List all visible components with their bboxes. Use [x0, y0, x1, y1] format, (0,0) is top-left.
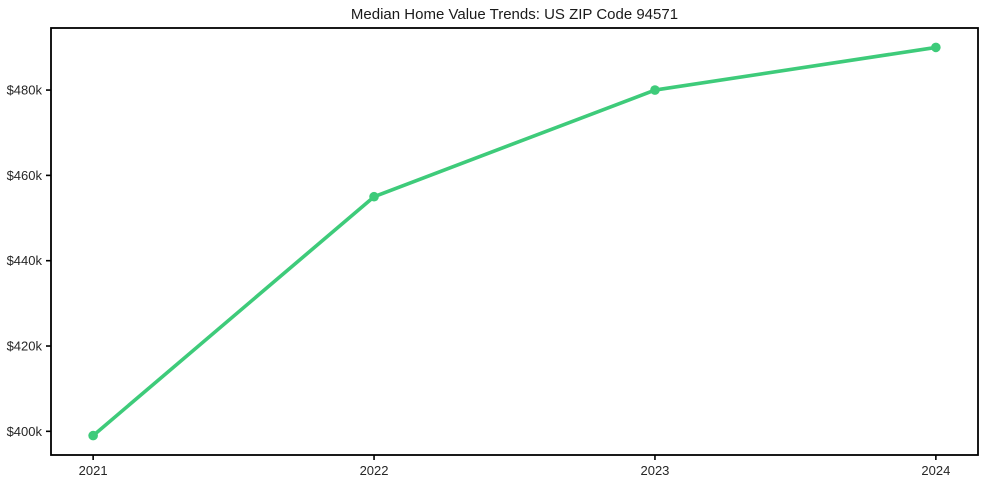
x-tick-label: 2022	[360, 463, 389, 478]
x-tick-label: 2021	[79, 463, 108, 478]
series-line	[91, 45, 938, 438]
data-point-marker	[88, 430, 98, 441]
y-tick-label: $400k	[7, 424, 43, 439]
y-tick-label: $460k	[7, 168, 43, 183]
x-tick-label: 2023	[640, 463, 669, 478]
y-tick-label: $480k	[7, 83, 43, 98]
data-point-marker	[650, 85, 660, 95]
y-tick-label: $420k	[7, 339, 43, 354]
data-point-marker	[369, 191, 379, 202]
y-tick-label: $440k	[7, 253, 43, 268]
x-tick-label: 2024	[921, 463, 950, 478]
chart-title: Median Home Value Trends: US ZIP Code 94…	[350, 6, 679, 23]
plot-frame	[50, 27, 979, 456]
data-point-marker	[931, 42, 941, 53]
